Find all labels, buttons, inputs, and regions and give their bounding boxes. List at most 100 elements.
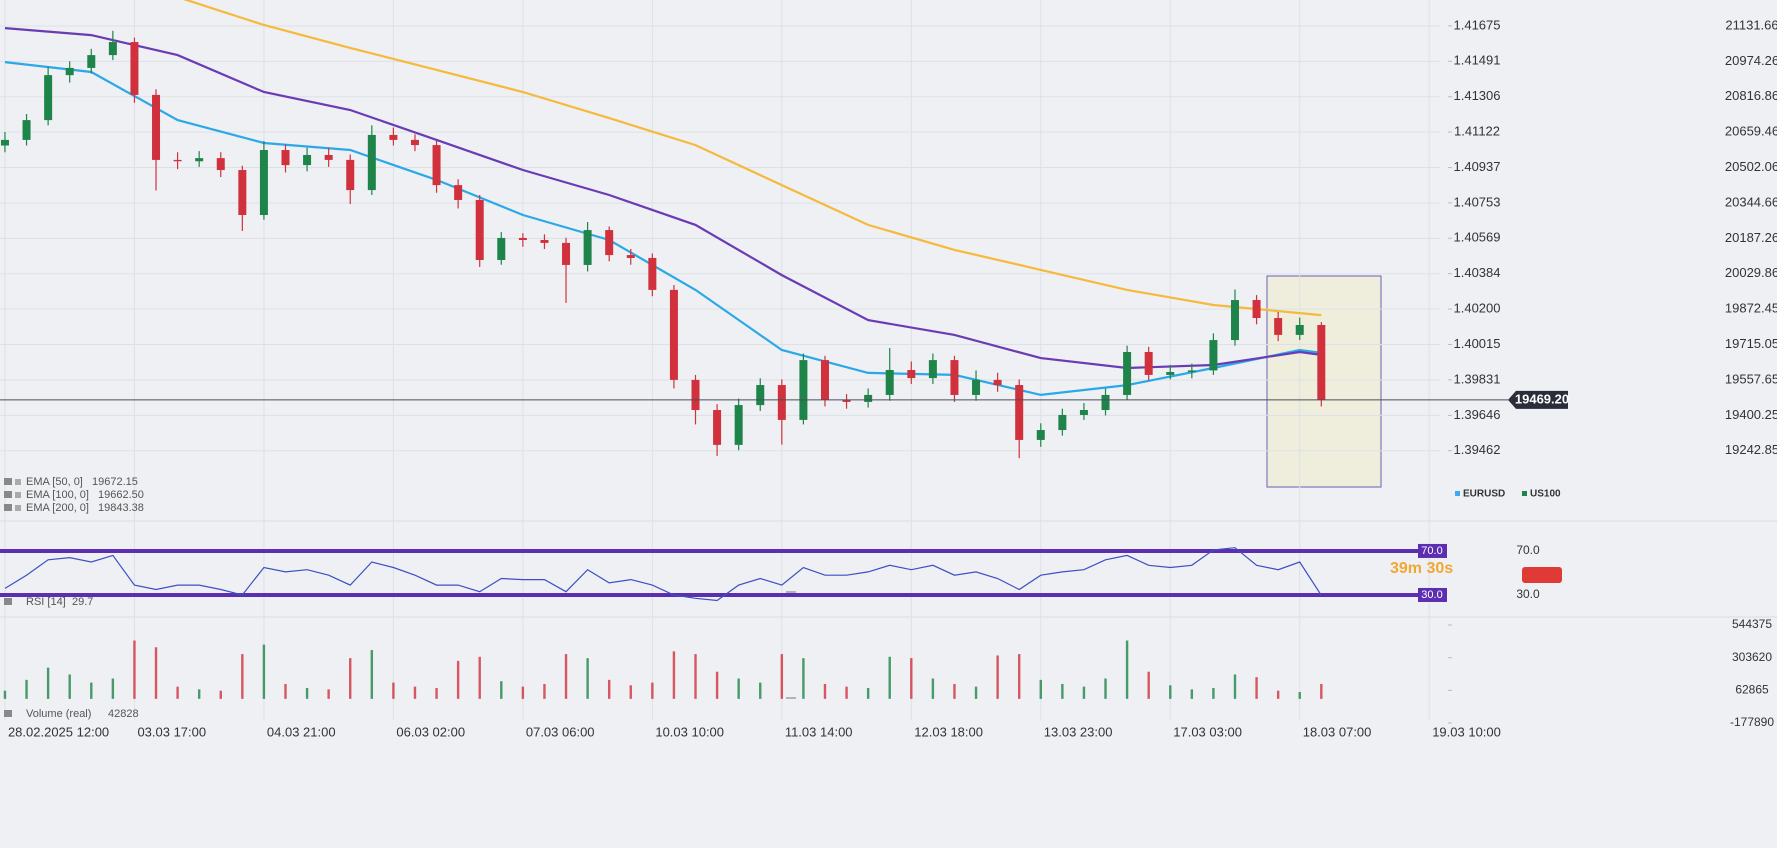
y2-tick-label: 1.41675 <box>1454 17 1501 32</box>
volume-bar <box>241 654 244 699</box>
candle-body <box>65 67 74 76</box>
volume-bar <box>888 656 891 699</box>
volume-bar <box>715 671 719 699</box>
x-tick-label: 13.03 23:00 <box>1044 724 1113 739</box>
candle-body <box>1123 351 1132 395</box>
volume-bar <box>370 650 374 699</box>
trade-button[interactable] <box>1522 567 1562 583</box>
candle-body <box>734 405 743 445</box>
y-tick-label: 20187.26 <box>1725 230 1777 245</box>
legend-close[interactable] <box>15 492 21 498</box>
y-tick-label: 20974.26 <box>1725 53 1777 68</box>
legend-icon <box>4 504 12 511</box>
legend-icon <box>4 710 12 717</box>
volume-bar <box>111 678 115 699</box>
rsi-level-tag <box>1418 543 1447 558</box>
candle-body <box>713 410 722 445</box>
candle-body <box>475 199 484 260</box>
volume-bar <box>845 686 848 699</box>
y-tick-label: 20659.46 <box>1725 124 1777 139</box>
candle-body <box>1230 300 1239 341</box>
candle-body <box>626 255 635 258</box>
volume-bar <box>1190 689 1194 699</box>
y-tick-label: 19242.85 <box>1725 442 1777 457</box>
candle-body <box>195 158 204 162</box>
candle-body <box>864 394 873 402</box>
volume-bar <box>349 658 352 699</box>
volume-bar <box>759 682 762 699</box>
volume-bar <box>1125 640 1129 699</box>
candle-body <box>972 379 981 395</box>
volume-bar <box>500 681 503 699</box>
rsi-level-label: 30.0 <box>1421 589 1442 601</box>
candle-body <box>885 369 894 395</box>
legend-value: 42828 <box>108 708 139 720</box>
candle-body <box>1252 300 1261 319</box>
candle-body <box>454 185 463 200</box>
y-tick-label: 70.0 <box>1516 543 1540 557</box>
y-tick-label: 20029.86 <box>1725 265 1777 280</box>
candle-body <box>44 75 53 121</box>
y-tick-label: 19715.05 <box>1725 336 1777 351</box>
volume-bar <box>1212 688 1215 699</box>
volume-bar <box>154 647 158 699</box>
candle-body <box>130 42 139 95</box>
volume-bar <box>284 683 287 699</box>
volume-bar <box>219 690 222 699</box>
candle-body <box>928 360 937 379</box>
grid <box>0 0 1452 724</box>
last-price-label: 19469.20 <box>1515 391 1569 406</box>
ema-line <box>182 0 1322 317</box>
candle-body <box>1295 325 1304 335</box>
volume-bar <box>327 689 330 699</box>
volume-bar <box>1039 679 1042 699</box>
legend-close[interactable] <box>15 479 21 485</box>
volume-bar <box>651 682 654 699</box>
x-tick-label: 28.02.2025 12:00 <box>8 724 109 739</box>
volume-bar <box>607 679 611 699</box>
candle-body <box>993 379 1002 386</box>
volume-bar <box>737 678 740 699</box>
countdown-timer: 39m 30s <box>1390 560 1453 577</box>
volume-bar <box>931 678 935 699</box>
volume-bar <box>564 654 568 699</box>
resize-handle[interactable] <box>786 591 796 593</box>
legend-symbol: US100 <box>1530 489 1561 500</box>
ema-line <box>4 61 1322 397</box>
labels: 28.02.2025 12:00 03.03 17:00 04.03 21:00 06… <box>4 17 1777 739</box>
volume-bar <box>1320 683 1323 699</box>
candle-body <box>1058 414 1067 431</box>
y-tick-label: -177890 <box>1730 715 1774 729</box>
candle-body <box>497 237 506 260</box>
resize-handle[interactable] <box>786 697 796 699</box>
volume-bar <box>1082 686 1086 699</box>
y2-tick-label: 1.40015 <box>1454 336 1501 351</box>
legend-name: EMA [200, 0] <box>26 502 89 514</box>
volume-bar <box>586 658 589 699</box>
candle-body <box>173 159 182 162</box>
candle-body <box>152 94 161 160</box>
volume-bar <box>90 682 93 699</box>
volume-bar <box>1276 690 1280 699</box>
candle-body <box>1274 318 1283 335</box>
candle-body <box>238 170 247 216</box>
legend-close[interactable] <box>15 505 21 511</box>
y-tick-label: 19557.65 <box>1725 371 1777 386</box>
y2-tick-label: 1.40569 <box>1454 230 1501 245</box>
candle-body <box>216 158 225 171</box>
candle-body <box>346 159 355 191</box>
legend-name: EMA [50, 0] <box>26 476 83 488</box>
volume-bar <box>780 654 784 699</box>
volume-bar <box>262 644 266 699</box>
candle-body <box>1187 370 1196 373</box>
volume-bar <box>1298 692 1301 699</box>
y2-tick-label: 1.39831 <box>1454 371 1501 386</box>
candle-body <box>842 399 851 402</box>
candle-body <box>540 239 549 243</box>
volume-bar <box>1061 683 1064 699</box>
volume-bar <box>802 658 805 699</box>
x-tick-label: 11.03 14:00 <box>785 724 853 739</box>
x-tick-label: 07.03 06:00 <box>526 724 595 739</box>
candle-body <box>950 360 959 395</box>
